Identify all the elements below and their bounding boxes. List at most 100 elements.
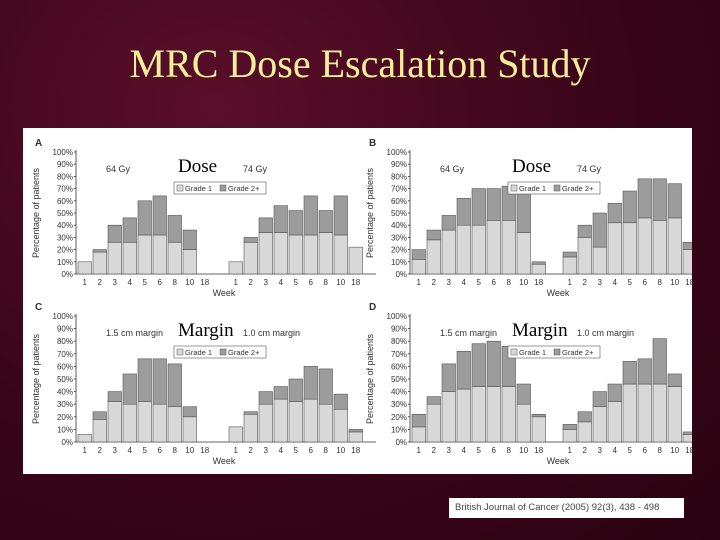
y-tick-label-A: 70% xyxy=(57,185,73,194)
bar-grade1-D-1-10 xyxy=(516,403,531,443)
bar-grade1-A-1-5 xyxy=(137,234,152,275)
group-label-B-1: 64 Gy xyxy=(440,164,465,174)
group-label-D-2: 1.0 cm margin xyxy=(577,328,634,338)
x-tick-label-D: 8 xyxy=(507,446,512,455)
bar-grade1-C-2-5 xyxy=(288,401,303,443)
legend-label-grade2-D: Grade 2+ xyxy=(562,348,594,357)
x-tick-label-C: 8 xyxy=(324,446,329,455)
bar-grade2-A-2-4 xyxy=(273,205,288,233)
bar-grade1-D-2-6 xyxy=(637,383,652,443)
y-tick-label-D: 90% xyxy=(391,325,407,334)
figure-panel: A Percentage of patients 0% 10% 20% 30% 40% 50%… xyxy=(23,128,692,474)
y-tick-label-B: 60% xyxy=(391,197,407,206)
bar-grade1-A-1-2 xyxy=(92,251,107,275)
bar-grade2-A-1-5 xyxy=(137,200,152,236)
bar-grade1-C-2-18 xyxy=(348,431,363,443)
bar-grade2-B-2-2 xyxy=(577,224,592,238)
bar-grade1-C-1-8 xyxy=(167,406,182,443)
x-tick-label-D: 18 xyxy=(534,446,543,455)
bar-grade2-C-1-2 xyxy=(92,411,107,420)
bar-grade2-B-1-3 xyxy=(441,215,456,231)
x-tick-label-A: 8 xyxy=(324,278,329,287)
y-tick-label-C: 30% xyxy=(57,400,73,409)
x-tick-label-A: 5 xyxy=(294,278,299,287)
bar-grade2-C-2-5 xyxy=(288,378,303,402)
y-tick-label-D: 10% xyxy=(391,425,407,434)
bar-grade1-B-2-18 xyxy=(682,249,692,275)
bar-grade1-C-2-2 xyxy=(243,413,258,443)
bar-grade1-A-2-3 xyxy=(258,232,273,275)
y-tick-label-D: 30% xyxy=(391,400,407,409)
bar-grade1-C-1-5 xyxy=(137,401,152,443)
bar-grade2-B-1-4 xyxy=(456,198,471,226)
x-tick-label-D: 3 xyxy=(598,446,603,455)
bar-grade1-C-1-2 xyxy=(92,419,107,443)
panel-letter-B: B xyxy=(369,138,376,149)
panel-letter-A: A xyxy=(35,138,42,149)
panel-letter-D: D xyxy=(369,302,376,313)
x-tick-label-B: 2 xyxy=(583,278,588,287)
bar-grade2-C-1-3 xyxy=(107,391,122,402)
overlay-label-B: Dose xyxy=(512,156,551,177)
legend-label-grade2-A: Grade 2+ xyxy=(228,184,260,193)
bar-grade2-D-2-1 xyxy=(562,424,577,430)
x-tick-label-B: 6 xyxy=(643,278,648,287)
y-tick-label-D: 20% xyxy=(391,413,407,422)
bar-grade1-C-2-8 xyxy=(318,403,333,443)
x-tick-label-C: 2 xyxy=(249,446,254,455)
bar-grade2-A-2-5 xyxy=(288,210,303,236)
bar-grade1-C-1-3 xyxy=(107,401,122,443)
bar-grade2-A-1-2 xyxy=(92,249,107,253)
bar-grade2-B-1-6 xyxy=(486,188,501,221)
bar-grade2-C-2-4 xyxy=(273,386,288,400)
x-tick-label-D: 10 xyxy=(670,446,679,455)
y-tick-label-C: 40% xyxy=(57,388,73,397)
bar-grade2-D-2-3 xyxy=(592,391,607,408)
y-tick-label-C: 20% xyxy=(57,413,73,422)
y-tick-label-A: 10% xyxy=(57,258,73,267)
bar-grade1-A-1-10 xyxy=(182,249,197,275)
bar-grade1-A-2-2 xyxy=(243,241,258,275)
bar-grade1-B-2-3 xyxy=(592,246,607,275)
bar-grade1-C-2-10 xyxy=(333,408,348,443)
bar-grade1-D-2-3 xyxy=(592,406,607,443)
x-tick-label-C: 1 xyxy=(83,446,88,455)
x-tick-label-C: 3 xyxy=(264,446,269,455)
bar-grade1-B-1-3 xyxy=(441,229,456,275)
x-tick-label-B: 3 xyxy=(447,278,452,287)
bar-grade1-B-1-1 xyxy=(411,259,426,275)
bar-grade1-C-1-6 xyxy=(152,403,167,443)
x-tick-label-C: 8 xyxy=(173,446,178,455)
x-tick-label-C: 5 xyxy=(294,446,299,455)
bar-grade2-B-2-1 xyxy=(562,251,577,258)
x-tick-label-A: 4 xyxy=(279,278,284,287)
x-tick-label-A: 3 xyxy=(113,278,118,287)
x-tick-label-D: 4 xyxy=(462,446,467,455)
bar-grade1-B-2-1 xyxy=(562,256,577,275)
bar-grade2-B-1-1 xyxy=(411,249,426,260)
x-tick-label-D: 1 xyxy=(417,446,422,455)
x-tick-label-B: 4 xyxy=(462,278,467,287)
legend-swatch-grade2-B xyxy=(553,184,561,192)
x-axis-label-A: Week xyxy=(213,288,236,298)
x-tick-label-C: 1 xyxy=(234,446,239,455)
x-tick-label-D: 6 xyxy=(492,446,497,455)
y-tick-label-A: 60% xyxy=(57,197,73,206)
x-tick-label-B: 8 xyxy=(507,278,512,287)
slide-title: MRC Dose Escalation Study xyxy=(129,41,591,86)
x-axis-label-C: Week xyxy=(213,456,236,466)
x-tick-label-A: 8 xyxy=(173,278,178,287)
x-tick-label-B: 18 xyxy=(685,278,692,287)
bar-grade2-B-1-10 xyxy=(516,190,531,233)
x-tick-label-C: 6 xyxy=(158,446,163,455)
bar-grade1-A-1-8 xyxy=(167,241,182,275)
legend-label-grade2-C: Grade 2+ xyxy=(228,348,260,357)
bar-grade1-C-1-10 xyxy=(182,416,197,443)
bar-grade2-C-2-10 xyxy=(333,393,348,410)
x-tick-label-A: 18 xyxy=(200,278,209,287)
x-tick-label-A: 18 xyxy=(351,278,360,287)
legend-label-grade1-D: Grade 1 xyxy=(519,348,546,357)
y-tick-label-D: 50% xyxy=(391,375,407,384)
x-tick-label-A: 5 xyxy=(143,278,148,287)
